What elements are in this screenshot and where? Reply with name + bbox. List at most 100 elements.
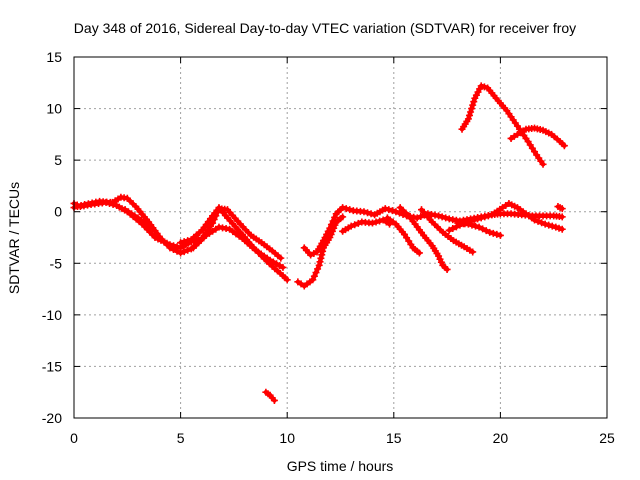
data-point-marker	[279, 263, 287, 271]
data-point-marker	[283, 276, 291, 284]
data-point-marker	[354, 219, 362, 227]
x-tick-label: 10	[279, 430, 295, 446]
x-tick-label: 5	[177, 430, 185, 446]
data-point-marker	[541, 220, 549, 228]
data-point-marker	[184, 246, 192, 254]
data-point-marker	[310, 272, 318, 280]
y-tick-label: -20	[42, 410, 62, 426]
data-series	[454, 219, 504, 239]
data-point-marker	[548, 222, 556, 230]
data-point-marker	[209, 219, 217, 227]
data-point-marker	[468, 221, 476, 229]
x-tick-label: 25	[599, 430, 615, 446]
data-point-marker	[445, 226, 453, 234]
data-series	[189, 223, 287, 271]
data-series	[294, 213, 347, 290]
data-point-marker	[489, 229, 497, 237]
data-point-marker	[470, 98, 478, 106]
data-point-marker	[477, 82, 485, 90]
y-tick-label: 15	[46, 49, 62, 65]
data-point-marker	[318, 251, 326, 259]
data-point-marker	[464, 220, 472, 228]
data-point-marker	[360, 208, 368, 216]
y-axis-label: SDTVAR / TECUs	[6, 182, 22, 294]
data-point-marker	[435, 212, 443, 220]
data-point-marker	[558, 205, 566, 213]
data-point-marker	[481, 213, 489, 221]
data-point-marker	[464, 115, 472, 123]
data-point-marker	[477, 214, 485, 222]
data-point-marker	[367, 210, 375, 218]
data-point-marker	[496, 231, 504, 239]
data-point-marker	[316, 258, 324, 266]
data-point-marker	[347, 222, 355, 230]
data-point-marker	[388, 207, 396, 215]
data-point-marker	[270, 396, 278, 404]
data-point-marker	[465, 111, 473, 119]
data-point-marker	[315, 261, 323, 269]
data-point-marker	[442, 214, 450, 222]
data-point-marker	[351, 221, 359, 229]
data-point-marker	[539, 160, 547, 168]
data-point-marker	[479, 225, 487, 233]
data-series	[262, 388, 278, 404]
data-point-marker	[147, 223, 155, 231]
data-point-marker	[177, 249, 185, 257]
data-series	[554, 203, 566, 213]
data-point-marker	[538, 219, 546, 227]
data-point-marker	[467, 108, 475, 116]
data-point-marker	[413, 214, 421, 222]
data-point-marker	[449, 225, 457, 233]
chart-title: Day 348 of 2016, Sidereal Day-to-day VTE…	[74, 20, 576, 36]
data-point-marker	[534, 217, 542, 225]
data-point-marker	[372, 218, 380, 226]
data-point-marker	[472, 222, 480, 230]
data-point-marker	[364, 209, 372, 217]
data-series	[339, 216, 394, 235]
data-series	[418, 206, 477, 256]
data-point-marker	[368, 219, 376, 227]
data-point-marker	[558, 225, 566, 233]
data-point-marker	[469, 248, 477, 256]
data-point-marker	[417, 213, 425, 221]
data-point-marker	[482, 227, 490, 235]
y-tick-label: -15	[42, 358, 62, 374]
y-tick-label: 5	[54, 152, 62, 168]
data-point-marker	[486, 228, 494, 236]
data-point-marker	[474, 215, 482, 223]
data-point-marker	[531, 216, 539, 224]
data-point-marker	[552, 223, 560, 231]
y-tick-label: 0	[54, 204, 62, 220]
data-point-marker	[558, 213, 566, 221]
data-point-marker	[381, 205, 389, 213]
data-series	[383, 214, 423, 257]
plot-frame	[73, 56, 608, 419]
data-point-marker	[77, 202, 85, 210]
data-series	[507, 124, 568, 150]
data-point-marker	[484, 212, 492, 220]
data-point-marker	[166, 244, 174, 252]
data-point-marker	[339, 213, 347, 221]
x-tick-label: 0	[70, 430, 78, 446]
x-tick-label: 20	[493, 430, 509, 446]
data-points	[70, 82, 568, 404]
data-point-marker	[326, 224, 334, 232]
data-point-marker	[173, 247, 181, 255]
data-point-marker	[177, 239, 185, 247]
data-point-marker	[560, 142, 568, 150]
data-point-marker	[480, 83, 488, 91]
y-tick-label: 10	[46, 101, 62, 117]
data-series	[121, 206, 155, 231]
x-axis-label: GPS time / hours	[287, 458, 394, 474]
data-point-marker	[339, 204, 347, 212]
data-point-marker	[314, 265, 322, 273]
data-point-marker	[392, 208, 400, 216]
data-point-marker	[331, 213, 339, 221]
data-series	[396, 204, 451, 273]
data-point-marker	[342, 205, 350, 213]
data-point-marker	[329, 217, 337, 225]
data-series	[458, 82, 547, 168]
data-point-marker	[317, 254, 325, 262]
data-point-marker	[180, 238, 188, 246]
data-point-marker	[555, 224, 563, 232]
